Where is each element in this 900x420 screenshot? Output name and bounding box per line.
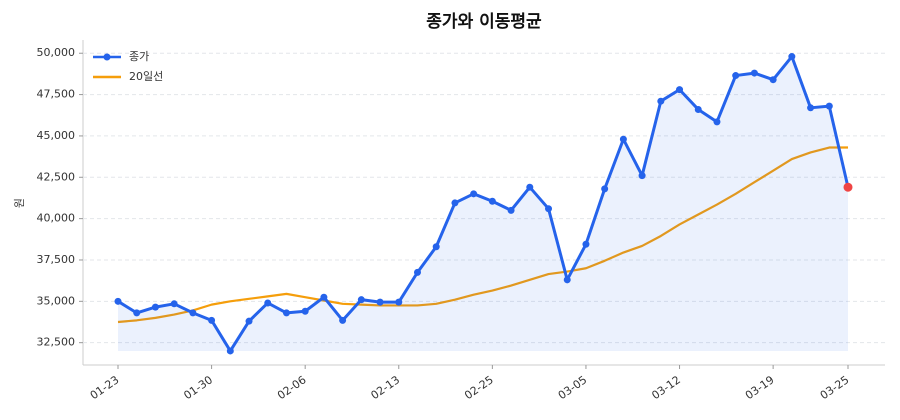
y-tick-label: 45,000 — [37, 129, 76, 142]
point — [432, 243, 440, 251]
point — [769, 76, 777, 84]
x-tick-label: 03-05 — [556, 373, 590, 402]
point — [732, 72, 740, 80]
line — [117, 146, 848, 324]
point — [114, 297, 122, 305]
y-tick-label: 40,000 — [37, 212, 76, 225]
y-tick-label: 50,000 — [37, 46, 76, 59]
point — [507, 206, 515, 214]
x-tick-label: 02-13 — [369, 373, 403, 402]
point — [170, 300, 178, 308]
legend-label: 종가 — [129, 50, 149, 63]
point — [545, 205, 553, 213]
point — [526, 183, 534, 191]
x-tick-label: 03-19 — [743, 373, 777, 402]
point — [320, 293, 328, 301]
point — [357, 296, 365, 304]
point — [133, 309, 141, 317]
point — [694, 105, 702, 113]
y-tick-label: 35,000 — [37, 294, 76, 307]
point — [413, 268, 421, 276]
point — [339, 316, 347, 324]
area-fill — [118, 56, 848, 351]
y-axis-label: 원 — [13, 198, 26, 208]
y-tick-label: 47,500 — [37, 88, 76, 101]
point — [657, 97, 665, 105]
point — [601, 185, 609, 193]
point — [470, 190, 478, 198]
last-point — [843, 182, 853, 192]
point — [451, 199, 459, 207]
x-tick-label: 02-06 — [275, 373, 309, 402]
y-tick-label: 32,500 — [37, 336, 76, 349]
point — [713, 118, 721, 126]
point — [395, 298, 403, 306]
legend-label: 20일선 — [129, 69, 163, 83]
point — [301, 307, 309, 315]
x-tick-label: 02-25 — [462, 373, 496, 402]
y-tick-label: 42,500 — [37, 170, 76, 183]
point — [619, 135, 627, 143]
y-tick-label: 37,500 — [37, 253, 76, 266]
legend-marker — [103, 53, 111, 61]
x-tick-label: 03-25 — [818, 373, 852, 402]
point — [264, 299, 272, 307]
point — [807, 104, 815, 112]
point — [376, 298, 384, 306]
x-tick-label: 01-30 — [181, 373, 215, 402]
point — [189, 309, 197, 317]
point — [282, 309, 290, 317]
point — [563, 276, 571, 284]
line — [117, 55, 850, 353]
point — [676, 86, 684, 94]
point — [226, 347, 234, 355]
point — [825, 102, 833, 110]
point — [488, 197, 496, 205]
point — [151, 303, 159, 311]
chart-title: 종가와 이동평균 — [426, 12, 542, 32]
point — [750, 69, 758, 77]
point — [788, 53, 796, 61]
point — [638, 172, 646, 180]
point — [245, 317, 253, 325]
point — [208, 316, 216, 324]
x-tick-label: 01-23 — [88, 373, 122, 402]
x-tick-label: 03-12 — [649, 373, 683, 402]
point — [582, 240, 590, 248]
